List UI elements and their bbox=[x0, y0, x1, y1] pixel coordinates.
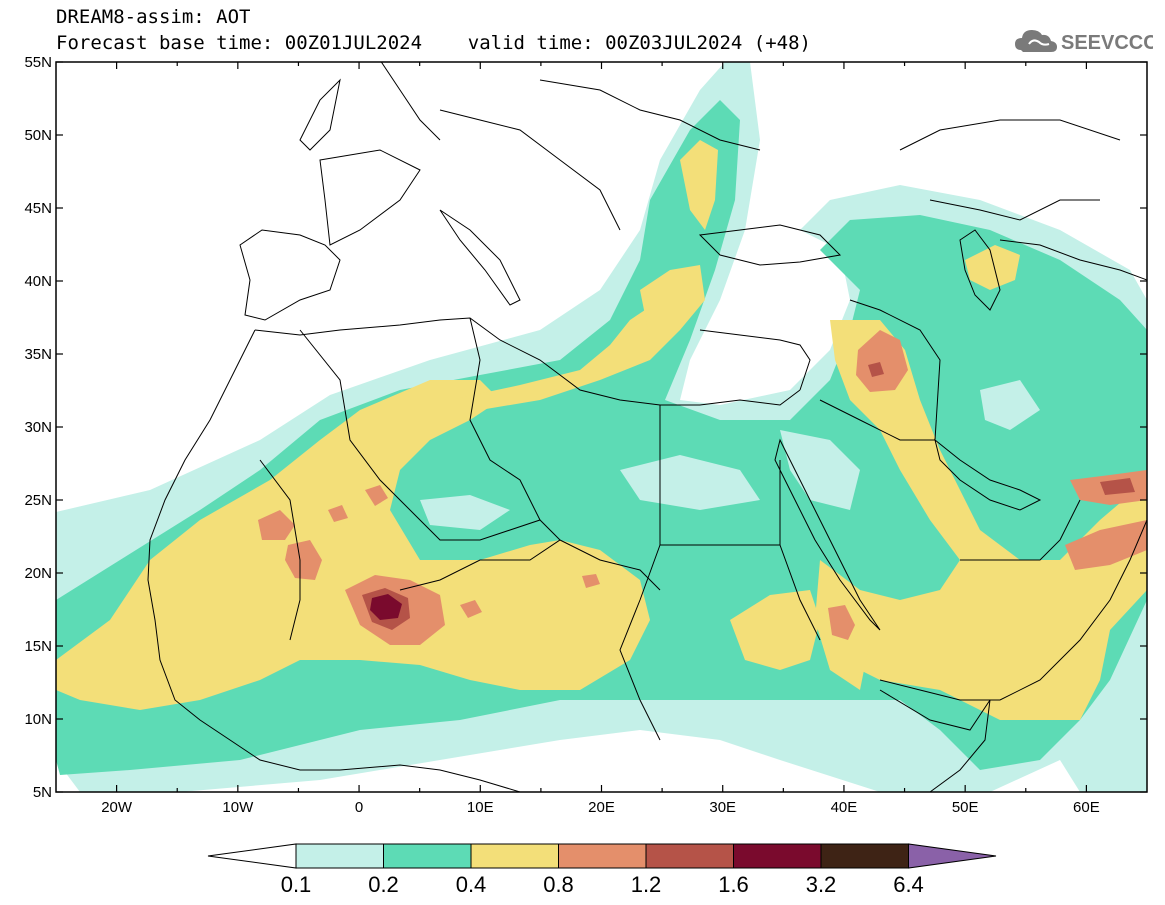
aot-level-0.8-iraq bbox=[856, 330, 908, 392]
aot-patch-libya bbox=[620, 455, 760, 510]
map-title: DREAM8-assim: AOT bbox=[56, 6, 251, 28]
lat-tick-label: 30N bbox=[24, 419, 52, 436]
aot-level-0.8-sahel-a bbox=[328, 505, 348, 522]
aot-patch-niger bbox=[420, 495, 510, 530]
colorbar-swatch bbox=[470, 843, 559, 869]
latitude-axis: 55N 50N 45N 40N 35N 30N 25N 20N 15N 10N 5N bbox=[24, 54, 1147, 801]
colorbar-swatch bbox=[558, 843, 647, 869]
lon-tick-label: 0 bbox=[355, 799, 363, 816]
lon-tick-label: 20E bbox=[588, 799, 615, 816]
lat-tick-label: 45N bbox=[24, 200, 52, 217]
colorbar: 0.1 0.2 0.4 0.8 1.2 1.6 3.2 6.4 bbox=[207, 843, 997, 897]
colorbar-label: 0.2 bbox=[368, 872, 399, 897]
aot-level-0.8-eritrea bbox=[828, 605, 855, 640]
lon-tick-label: 20W bbox=[101, 799, 133, 816]
colorbar-label: 0.4 bbox=[456, 872, 487, 897]
longitude-axis: 20W 10W 0 10E 20E 30E 40E 50E 60E bbox=[101, 62, 1100, 816]
colorbar-swatch bbox=[645, 843, 734, 869]
lon-tick-label: 10W bbox=[222, 799, 254, 816]
aot-level-0.8-niger bbox=[460, 600, 482, 618]
lat-tick-label: 10N bbox=[24, 711, 52, 728]
lat-tick-label: 40N bbox=[24, 273, 52, 290]
lon-tick-label: 40E bbox=[831, 799, 858, 816]
aot-level-1.6-mali bbox=[370, 594, 402, 620]
aot-level-0.4-romania bbox=[680, 140, 718, 230]
lat-tick-label: 55N bbox=[24, 54, 52, 71]
aot-level-0.4-libya-coast bbox=[450, 295, 690, 410]
colorbar-under-triangle bbox=[207, 843, 297, 869]
aot-level-0.8-chad bbox=[582, 574, 600, 588]
lat-tick-label: 50N bbox=[24, 127, 52, 144]
colorbar-label: 0.1 bbox=[281, 872, 312, 897]
aot-patch-egypt bbox=[780, 430, 860, 510]
colorbar-swatch bbox=[820, 843, 909, 869]
aot-level-0.4-sudan bbox=[730, 590, 820, 670]
lat-tick-label: 25N bbox=[24, 492, 52, 509]
aot-level-1.2-oman bbox=[1100, 478, 1135, 495]
colorbar-label: 0.8 bbox=[543, 872, 574, 897]
colorbar-label: 1.2 bbox=[631, 872, 662, 897]
aot-level-0.4-sahara bbox=[56, 380, 650, 710]
colorbar-label: 3.2 bbox=[806, 872, 837, 897]
forecast-time-line: Forecast base time: 00Z01JUL2024 valid t… bbox=[56, 32, 811, 54]
lon-tick-label: 10E bbox=[467, 799, 494, 816]
aot-level-0.8-oman-b bbox=[1065, 520, 1147, 570]
lat-tick-label: 20N bbox=[24, 565, 52, 582]
colorbar-swatch bbox=[733, 843, 822, 869]
coastlines bbox=[147, 62, 1147, 792]
aot-level-1.2-iraq bbox=[868, 362, 884, 377]
cloud-icon bbox=[1015, 30, 1057, 52]
seevccc-logo: SEEVCCC bbox=[1015, 30, 1153, 54]
aot-patch-iran bbox=[980, 380, 1040, 430]
lon-tick-label: 50E bbox=[952, 799, 979, 816]
colorbar-label: 6.4 bbox=[893, 872, 924, 897]
lat-tick-label: 15N bbox=[24, 638, 52, 655]
colorbar-swatch bbox=[295, 843, 384, 869]
aot-level-0.8-algeria bbox=[365, 485, 388, 506]
colorbar-swatch bbox=[383, 843, 472, 869]
logo-text: SEEVCCC bbox=[1061, 32, 1153, 54]
aot-level-0.4-caspian bbox=[965, 245, 1020, 290]
colorbar-over-triangle bbox=[908, 843, 997, 869]
lat-tick-label: 5N bbox=[33, 784, 52, 801]
aot-level-0.4-arabia bbox=[830, 320, 1147, 720]
aot-level-0.8-mauritania-b bbox=[285, 540, 322, 580]
lat-tick-label: 35N bbox=[24, 346, 52, 363]
lon-tick-label: 60E bbox=[1073, 799, 1100, 816]
colorbar-label: 1.6 bbox=[718, 872, 749, 897]
aot-level-0.8-mauritania-a bbox=[258, 510, 295, 540]
aot-level-0.4-greece bbox=[640, 265, 705, 340]
lon-tick-label: 30E bbox=[709, 799, 736, 816]
aot-contours bbox=[56, 62, 1147, 792]
